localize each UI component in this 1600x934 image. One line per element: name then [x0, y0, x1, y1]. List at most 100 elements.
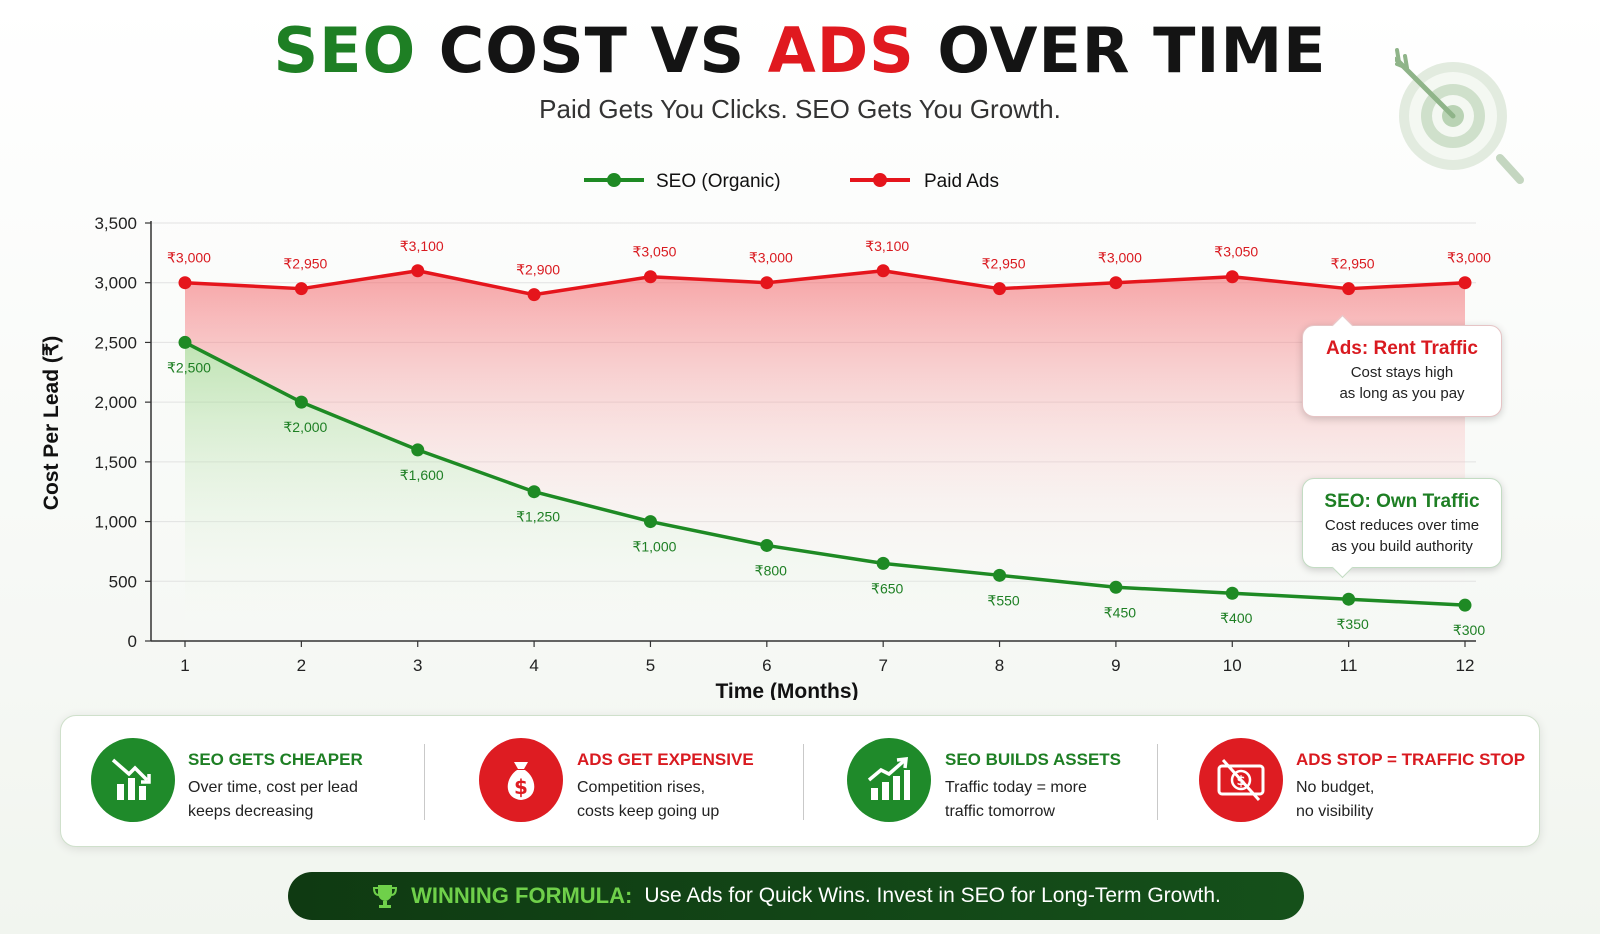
ads-point: [1225, 270, 1239, 284]
seo-callout-line1: Cost reduces over time: [1324, 517, 1480, 534]
x-tick-label: 5: [646, 656, 655, 675]
y-axis-title: Cost Per Lead (₹): [40, 336, 63, 510]
chart-legend: SEO (Organic) Paid Ads: [584, 171, 999, 192]
ads-point: [1458, 276, 1472, 290]
legend-ads-marker: [873, 173, 887, 187]
title-over-time: OVER TIME: [937, 14, 1327, 87]
ads-point: [411, 264, 425, 278]
banner-text: Use Ads for Quick Wins. Invest in SEO fo…: [644, 884, 1221, 907]
seo-data-label: ₹1,600: [400, 467, 444, 483]
chart-series: [178, 264, 1472, 612]
chart-subtitle: Paid Gets You Clicks. SEO Gets You Growt…: [539, 94, 1061, 124]
info-divider: [1157, 744, 1158, 820]
info-title: ADS GET EXPENSIVE: [577, 750, 754, 769]
ads-callout-line1: Cost stays high: [1350, 364, 1454, 381]
info-title: SEO BUILDS ASSETS: [945, 750, 1122, 769]
seo-point: [527, 485, 541, 499]
info-item-ads-stop: $ ADS STOP = TRAFFIC STOP No budget, no …: [1199, 716, 1525, 846]
ads-point: [993, 282, 1007, 296]
info-line1: Competition rises,: [577, 779, 706, 796]
ads-data-label: ₹2,950: [982, 256, 1026, 272]
seo-data-label: ₹650: [871, 580, 903, 596]
ads-data-label: ₹3,000: [167, 250, 211, 266]
legend-seo-marker: [607, 173, 621, 187]
seo-point: [876, 556, 890, 570]
ads-data-label: ₹2,950: [1331, 256, 1375, 272]
info-line2: no visibility: [1296, 803, 1374, 820]
seo-data-label: ₹450: [1104, 604, 1136, 620]
ads-point: [294, 282, 308, 296]
trophy-icon: [373, 885, 398, 908]
seo-data-label: ₹300: [1453, 622, 1485, 638]
chart-title: SEO COST VS ADS OVER TIME: [0, 12, 1600, 90]
y-tick-label: 2,000: [94, 393, 137, 412]
info-line2: keeps decreasing: [188, 803, 314, 820]
legend-ads-label: Paid Ads: [924, 171, 999, 192]
ads-callout-line2: as long as you pay: [1339, 385, 1465, 402]
ads-data-label: ₹3,000: [1098, 250, 1142, 266]
seo-point: [1109, 580, 1123, 594]
info-line2: costs keep going up: [577, 803, 720, 820]
seo-point: [294, 395, 308, 409]
target-arrow-icon: [1395, 48, 1524, 184]
ads-data-label: ₹3,050: [632, 244, 676, 260]
info-title: ADS STOP = TRAFFIC STOP: [1296, 750, 1526, 769]
info-panel: SEO GETS CHEAPER Over time, cost per lea…: [60, 715, 1540, 847]
x-tick-label: 11: [1340, 656, 1358, 675]
ads-series-line: [184, 269, 1466, 297]
seo-point: [1458, 598, 1472, 612]
title-cost-vs: COST VS: [438, 14, 746, 87]
seo-series-line: [184, 340, 1466, 607]
x-tick-label: 3: [413, 656, 422, 675]
x-tick-label: 2: [297, 656, 306, 675]
info-item-seo-cheaper: SEO GETS CHEAPER Over time, cost per lea…: [91, 716, 421, 846]
ads-data-label: ₹3,050: [1214, 244, 1258, 260]
y-tick-label: 3,500: [94, 214, 137, 233]
seo-data-label: ₹800: [755, 562, 787, 578]
seo-data-label: ₹350: [1337, 616, 1369, 632]
seo-data-label: ₹1,000: [632, 539, 676, 555]
x-axis-title: Time (Months): [715, 680, 858, 700]
x-tick-label: 8: [995, 656, 1004, 675]
ads-data-label: ₹3,100: [400, 238, 444, 254]
chart-down-icon: [91, 738, 175, 822]
ads-data-label: ₹2,900: [516, 262, 560, 278]
x-tick-label: 6: [762, 656, 771, 675]
ads-point: [643, 270, 657, 284]
info-item-ads-expensive: $ ADS GET EXPENSIVE Competition rises, c…: [479, 716, 799, 846]
seo-point: [411, 443, 425, 457]
ads-point: [1342, 282, 1356, 296]
seo-data-label: ₹550: [987, 592, 1019, 608]
money-bag-icon: $: [479, 738, 563, 822]
x-tick-label: 1: [180, 656, 189, 675]
ads-callout-title: Ads: Rent Traffic: [1325, 338, 1479, 359]
ads-point: [760, 276, 774, 290]
seo-data-label: ₹2,500: [167, 359, 211, 375]
seo-callout-line2: as you build authority: [1331, 538, 1473, 555]
line-chart: SEO (Organic) Paid Ads 0 500 1,000 1,500 2,0…: [40, 171, 1491, 700]
seo-data-label: ₹2,000: [283, 419, 327, 435]
ads-point: [1109, 276, 1123, 290]
info-line2: traffic tomorrow: [945, 803, 1055, 820]
ads-data-label: ₹3,100: [865, 238, 909, 254]
ads-point: [527, 288, 541, 302]
info-line1: Over time, cost per lead: [188, 779, 358, 796]
chart-area-fills: [185, 270, 1465, 641]
x-tick-label: 12: [1456, 656, 1475, 675]
seo-data-label: ₹400: [1220, 610, 1252, 626]
seo-data-label: ₹1,250: [516, 509, 560, 525]
seo-point: [643, 515, 657, 529]
seo-area-fill: [185, 342, 1465, 641]
ads-data-label: ₹3,000: [1447, 250, 1491, 266]
winning-formula-banner: WINNING FORMULA: Use Ads for Quick Wins.…: [288, 872, 1304, 920]
seo-callout: SEO: Own Traffic Cost reduces over time …: [1302, 478, 1502, 579]
seo-point: [760, 538, 774, 552]
ads-point: [178, 276, 192, 290]
seo-callout-title: SEO: Own Traffic: [1324, 491, 1480, 512]
ads-data-label: ₹2,950: [283, 256, 327, 272]
y-tick-label: 3,000: [94, 274, 137, 293]
ads-point: [876, 264, 890, 278]
no-money-icon: $: [1199, 738, 1283, 822]
seo-point: [1225, 586, 1239, 600]
